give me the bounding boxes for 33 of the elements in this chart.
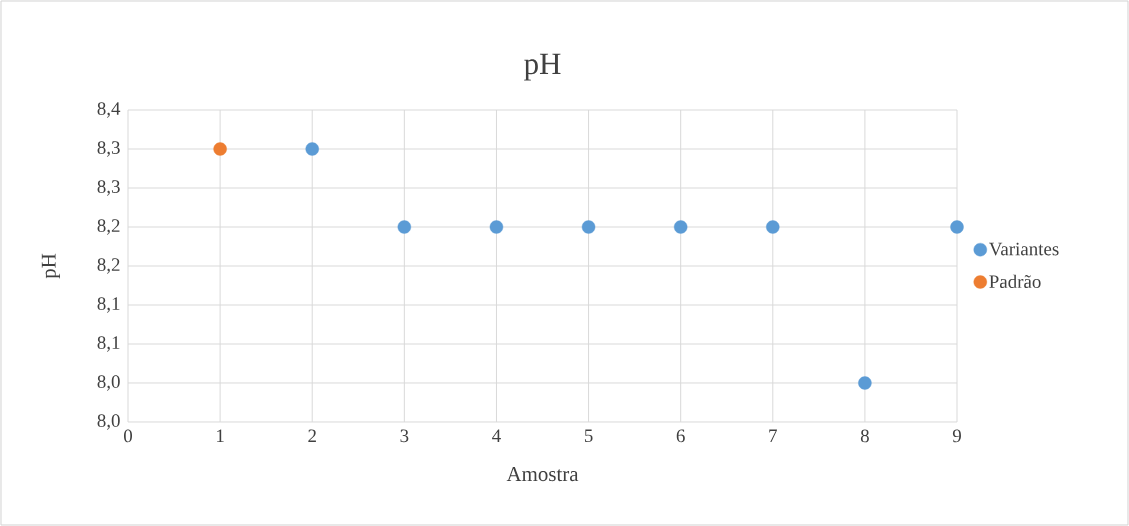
x-tick-label: 1 xyxy=(217,429,224,442)
point xyxy=(858,376,872,390)
point xyxy=(397,220,412,234)
point xyxy=(489,220,504,234)
y-tick-label: 8,2 xyxy=(97,258,120,274)
point xyxy=(581,220,596,234)
legend-label: Padrão xyxy=(989,274,1041,288)
chart-title: pH xyxy=(524,53,561,81)
y-tick-label: 8,0 xyxy=(97,375,120,391)
point xyxy=(673,220,688,234)
point xyxy=(305,142,319,156)
x-tick-label: 4 xyxy=(492,429,501,442)
x-tick-label: 8 xyxy=(860,429,869,443)
legend-label: Variantes xyxy=(989,242,1059,256)
y-axis-title: pH xyxy=(41,253,60,279)
y-tick-label: 8,2 xyxy=(97,219,120,235)
point xyxy=(950,220,964,234)
point xyxy=(766,220,780,234)
x-tick-label: 3 xyxy=(400,429,409,443)
y-tick-label: 8,4 xyxy=(97,102,121,118)
x-tick-label: 2 xyxy=(308,429,316,443)
x-tick-label: 7 xyxy=(769,429,777,442)
y-tick-label: 8,1 xyxy=(97,336,120,352)
x-tick-label: 9 xyxy=(952,429,961,443)
x-tick-label: 0 xyxy=(124,429,133,443)
y-tick-label: 8,3 xyxy=(97,180,120,196)
y-tick-label: 8,3 xyxy=(97,141,120,157)
x-tick-label: 5 xyxy=(584,429,593,443)
x-axis-title: Amostra xyxy=(506,467,579,482)
y-tick-label: 8,0 xyxy=(97,414,120,430)
y-tick-label: 8,1 xyxy=(97,297,120,313)
x-tick-label: 6 xyxy=(676,429,685,443)
point xyxy=(213,142,227,156)
